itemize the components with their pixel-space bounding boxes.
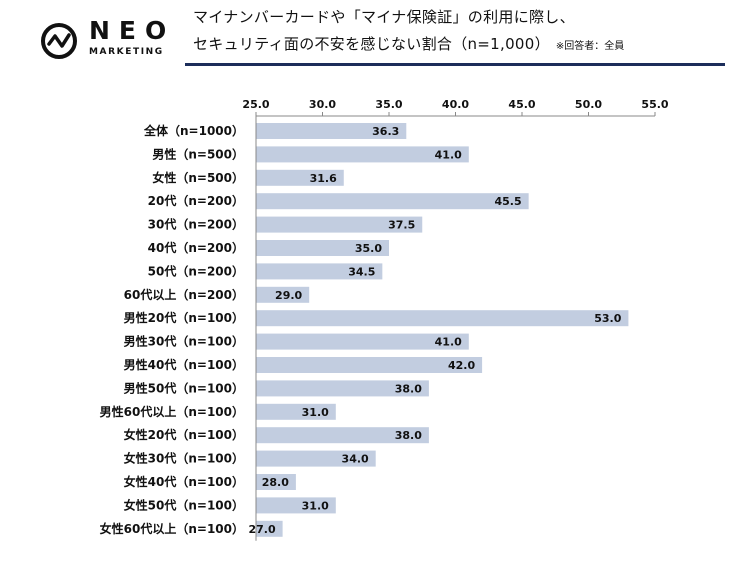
category-label: 60代以上（n=200）: [124, 287, 244, 302]
data-label: 42.0: [448, 359, 475, 372]
title-underline: [185, 63, 725, 66]
bar: [256, 169, 344, 186]
data-label: 31.0: [302, 499, 329, 512]
bar: [256, 380, 429, 397]
bar: [256, 310, 629, 327]
x-tick-label: 50.0: [575, 98, 602, 111]
data-label: 37.5: [388, 219, 415, 232]
x-tick-label: 40.0: [442, 98, 469, 111]
category-label: 40代（n=200）: [148, 240, 244, 255]
bar: [256, 520, 283, 537]
bar: [256, 474, 296, 490]
category-label: 男性50代（n=100）: [124, 380, 244, 395]
category-label: 全体（n=1000）: [143, 123, 244, 138]
x-tick-label: 30.0: [309, 98, 336, 111]
category-label: 男性40代（n=100）: [124, 357, 244, 372]
category-label: 男性30代（n=100）: [124, 334, 244, 349]
category-label: 30代（n=200）: [148, 217, 244, 232]
category-label: 女性20代（n=100）: [124, 427, 244, 442]
bar: [256, 286, 310, 303]
data-label: 38.0: [395, 429, 422, 442]
category-label: 20代（n=200）: [148, 193, 244, 208]
data-label: 53.0: [594, 312, 621, 325]
data-label: 29.0: [275, 289, 302, 302]
neo-logo-icon: [41, 23, 77, 59]
bar: [256, 240, 389, 256]
logo-name: NEO: [89, 16, 176, 45]
category-label: 女性40代（n=100）: [124, 474, 244, 489]
category-label: 男性60代以上（n=100）: [100, 404, 244, 419]
logo-subtitle: MARKETING: [89, 47, 164, 57]
x-tick-label: 35.0: [375, 98, 402, 111]
data-label: 27.0: [248, 523, 275, 536]
data-label: 36.3: [372, 125, 399, 138]
category-label: 50代（n=200）: [148, 263, 244, 278]
bar: [256, 263, 383, 280]
category-label: 女性60代以上（n=100）: [100, 521, 244, 536]
x-tick-label: 45.0: [508, 98, 535, 111]
bar: [256, 497, 336, 514]
bar: [256, 403, 336, 420]
category-label: 男性（n=500）: [152, 146, 244, 161]
category-label: 女性30代（n=100）: [124, 451, 244, 466]
data-label: 35.0: [355, 242, 382, 255]
bar: [256, 450, 376, 467]
data-label: 34.5: [348, 265, 375, 278]
bar: [256, 216, 423, 233]
data-label: 28.0: [262, 476, 289, 489]
chart-title-line2: セキュリティ面の不安を感じない割合（n=1,000） ※回答者：全員: [193, 33, 624, 54]
chart-title-line1: マイナンバーカードや「マイナ保険証」の利用に際し、: [193, 8, 575, 26]
x-tick-label: 55.0: [641, 98, 668, 111]
data-label: 31.6: [310, 172, 337, 185]
data-label: 41.0: [435, 336, 462, 349]
data-label: 38.0: [395, 382, 422, 395]
data-label: 41.0: [435, 148, 462, 161]
data-label: 34.0: [342, 453, 369, 466]
category-label: 男性20代（n=100）: [124, 310, 244, 325]
bar: [256, 193, 529, 210]
bar: [256, 357, 483, 373]
bar: [256, 427, 429, 444]
bar: [256, 146, 469, 163]
data-label: 31.0: [302, 406, 329, 419]
chart-title-line2-text: セキュリティ面の不安を感じない割合（n=1,000）: [193, 35, 550, 53]
category-label: 女性50代（n=100）: [124, 497, 244, 512]
bar: [256, 333, 469, 350]
category-label: 女性（n=500）: [152, 170, 244, 185]
data-label: 45.5: [495, 195, 522, 208]
bar: [256, 123, 407, 139]
x-tick-label: 25.0: [242, 98, 269, 111]
respondent-note: ※回答者：全員: [555, 41, 625, 52]
